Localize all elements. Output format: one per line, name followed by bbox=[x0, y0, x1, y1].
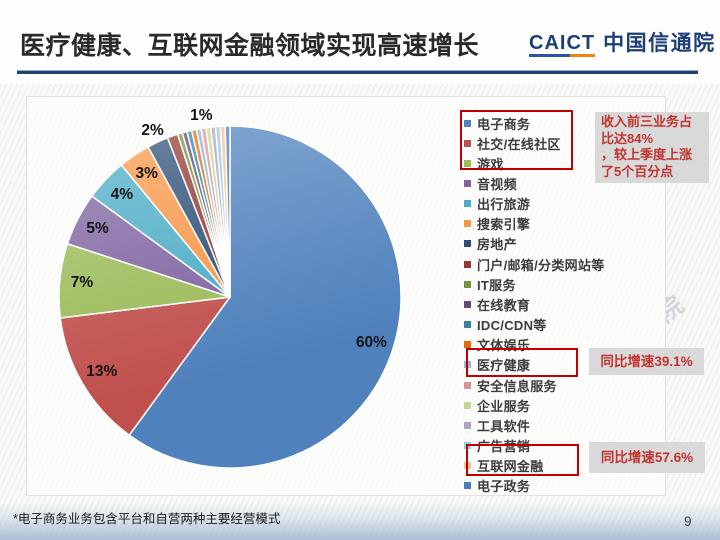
pie-label: 5% bbox=[86, 220, 109, 238]
bottom-bar bbox=[0, 502, 720, 540]
legend-label: 在线教育 bbox=[477, 297, 531, 313]
legend-item: 房地产 bbox=[464, 234, 517, 254]
highlight-frame-medical bbox=[466, 348, 578, 377]
legend-label: 房地产 bbox=[477, 237, 517, 253]
legend-label: 门户/邮箱/分类网站等 bbox=[477, 257, 605, 273]
legend-swatch bbox=[464, 321, 471, 329]
legend-item: 电子商务 bbox=[464, 113, 530, 133]
legend-item: IT服务 bbox=[464, 274, 516, 294]
caict-logo: CAICT 中国信通院 bbox=[529, 33, 716, 57]
highlight-frame-finance bbox=[466, 444, 579, 476]
legend-swatch bbox=[464, 300, 471, 308]
title-divider bbox=[17, 70, 698, 74]
legend-swatch bbox=[464, 381, 471, 389]
legend-swatch bbox=[464, 260, 471, 268]
logo-cn-text: 中国信通院 bbox=[603, 32, 716, 55]
pie-label: 4% bbox=[110, 185, 134, 203]
note-top3-share: 收入前三业务占 比达84% ，较上季度上涨 了5个百分点 bbox=[595, 112, 709, 183]
legend-item: 搜索引擎 bbox=[464, 214, 530, 234]
legend-label: 社交/在线社区 bbox=[477, 136, 561, 152]
pie-shine-overlay bbox=[59, 126, 401, 468]
note-line: 了5个百分点 bbox=[601, 163, 674, 179]
pie-label: 1% bbox=[190, 107, 213, 125]
footnote: *电子商务业务包含平台和自营两种主要经营模式 bbox=[13, 512, 281, 526]
legend-item: 在线教育 bbox=[464, 294, 530, 314]
legend-swatch bbox=[464, 482, 471, 490]
logo-caict-text: CAICT bbox=[529, 32, 596, 54]
legend-label: 企业服务 bbox=[477, 398, 531, 414]
page-number: 9 bbox=[684, 514, 692, 529]
legend-label: 医疗健康 bbox=[477, 358, 531, 374]
legend-label: 安全信息服务 bbox=[477, 378, 557, 394]
legend-label: 音视频 bbox=[477, 176, 517, 192]
legend-item: 安全信息服务 bbox=[464, 375, 557, 395]
note-medical-growth: 同比增速39.1% bbox=[589, 348, 704, 375]
legend-label: IT服务 bbox=[477, 277, 516, 293]
note-line: 收入前三业务占 bbox=[601, 114, 693, 129]
legend-label: 广告营销 bbox=[477, 439, 531, 455]
pie-label: 7% bbox=[70, 273, 94, 291]
legend-label: 电子政务 bbox=[477, 479, 531, 495]
legend-swatch bbox=[464, 179, 471, 187]
pie-label: 2% bbox=[141, 122, 164, 140]
legend-item: 企业服务 bbox=[464, 395, 530, 415]
legend-swatch bbox=[464, 159, 471, 167]
legend-swatch bbox=[464, 341, 471, 349]
legend-swatch bbox=[464, 401, 471, 409]
logo-abbr-block: CAICT bbox=[529, 32, 596, 57]
legend-label: 互联网金融 bbox=[477, 459, 544, 475]
legend-swatch bbox=[464, 200, 471, 208]
note-finance-growth: 同比增速57.6% bbox=[589, 442, 705, 473]
legend-item: 社交/在线社区 bbox=[464, 133, 561, 153]
legend-item: 电子政务 bbox=[464, 476, 530, 496]
legend-swatch bbox=[464, 139, 471, 147]
legend-swatch bbox=[464, 421, 471, 429]
legend-swatch bbox=[464, 220, 471, 228]
page-title: 医疗健康、互联网金融领域实现高速增长 bbox=[20, 32, 480, 60]
pie-label: 3% bbox=[135, 164, 158, 182]
legend-item: 工具软件 bbox=[464, 415, 530, 435]
legend-swatch bbox=[464, 240, 471, 248]
legend-item: 门户/邮箱/分类网站等 bbox=[464, 254, 605, 274]
note-line: ，较上季度上涨 bbox=[601, 147, 693, 162]
legend-swatch bbox=[464, 280, 471, 288]
legend-label: 搜索引擎 bbox=[477, 217, 531, 233]
pie-label: 60% bbox=[355, 334, 387, 352]
legend-label: 工具软件 bbox=[477, 418, 531, 434]
note-line: 比达84% bbox=[601, 130, 654, 146]
logo-underline bbox=[529, 54, 596, 57]
legend-label: 出行旅游 bbox=[477, 197, 531, 213]
highlight-frame-top3 bbox=[460, 110, 573, 170]
legend-label: 电子商务 bbox=[477, 116, 531, 132]
legend-swatch bbox=[464, 119, 471, 127]
pie-label: 13% bbox=[86, 363, 118, 381]
legend-item: 音视频 bbox=[464, 173, 517, 193]
legend-item: IDC/CDN等 bbox=[464, 315, 547, 335]
pie-chart bbox=[58, 125, 402, 469]
legend-item: 出行旅游 bbox=[464, 194, 530, 214]
legend-label: IDC/CDN等 bbox=[477, 318, 547, 334]
